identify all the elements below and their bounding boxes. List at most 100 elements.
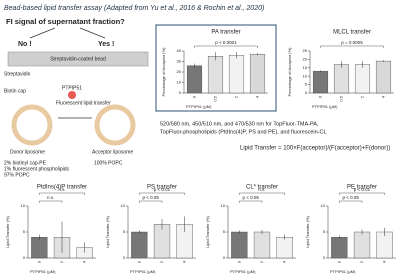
bar: [186, 65, 203, 94]
x-tick-label: 0.5: [339, 95, 344, 101]
bar: [131, 231, 148, 259]
significance-bracket: [139, 200, 163, 203]
chart-title: CL* transfer: [246, 185, 278, 191]
chart-title: MLCL transfer: [333, 30, 371, 36]
bar: [276, 236, 293, 259]
bar: [331, 236, 348, 259]
y-axis-label: Percentage of Acceptor (%): [161, 47, 166, 97]
y-tick-label: 10: [221, 203, 226, 208]
composition: 97% POPC: [4, 172, 30, 178]
arrow: [79, 27, 106, 39]
bar: [333, 64, 350, 94]
x-axis-label: PTPIP51 (μM): [230, 269, 256, 274]
bead-label: Streptavidin-coated bead: [50, 56, 106, 62]
bead: [7, 51, 149, 67]
bar: [253, 231, 271, 259]
y-axis-label: Percentage of Acceptor (%): [287, 47, 292, 97]
donor-liposome: [11, 104, 53, 146]
chart-title: PS transfer: [147, 185, 177, 191]
x-tick-label: 2: [159, 260, 164, 263]
annotation: n.s.: [258, 187, 265, 192]
chart-title: PE transfer: [347, 185, 377, 191]
bar: [312, 70, 329, 94]
y-tick-label: 5: [223, 229, 226, 234]
y-axis-label: Lipid Transfer (%): [105, 216, 110, 248]
y-tick-label: 15: [303, 65, 308, 70]
y-tick-label: 20: [303, 56, 308, 61]
annotation: p < 0.0001: [215, 40, 237, 45]
x-tick-label: 0: [36, 260, 41, 263]
significance-bracket: [339, 192, 385, 195]
y-tick-label: 5: [123, 229, 126, 234]
bar: [249, 53, 266, 94]
significance-bracket: [339, 200, 363, 203]
x-tick-label: 4: [381, 95, 386, 98]
significance-bracket: [39, 200, 63, 203]
x-tick-label: 0: [318, 95, 323, 98]
x-tick-label: 2: [234, 95, 239, 98]
x-tick-label: 0: [336, 260, 341, 263]
x-tick-label: 4: [182, 260, 187, 263]
annotation: p < 0.05: [142, 195, 159, 200]
x-tick-label: 2: [259, 260, 264, 263]
x-tick-label: 2: [59, 260, 64, 263]
y-tick-label: 40: [177, 48, 182, 53]
y-tick-label: 25: [303, 48, 308, 53]
x-axis-label: PTPIP51 (μM): [330, 269, 356, 274]
y-tick-label: 0: [23, 255, 26, 260]
composition: 100% POPC: [94, 160, 123, 166]
x-axis-label: PTPIP51 (μM): [130, 269, 156, 274]
significance-bracket: [139, 192, 185, 195]
x-tick-label: 4: [382, 260, 387, 263]
note: TopFluor-phospholipids (PtdIns(4)P, PS a…: [160, 129, 327, 135]
annotation: p < 0.01: [154, 187, 171, 192]
no-label: No !: [18, 41, 32, 48]
significance-bracket: [39, 192, 85, 195]
x-tick-label: 0: [192, 95, 197, 98]
x-tick-label: 0.5: [213, 95, 218, 101]
significance-bracket: [194, 45, 258, 48]
y-tick-label: 0: [123, 255, 126, 260]
bar: [353, 231, 371, 259]
significance-bracket: [239, 200, 263, 203]
significance-bracket: [239, 192, 285, 195]
bar: [375, 60, 392, 94]
annotation: p < 0.05: [242, 195, 259, 200]
streptavidin-label: Streptavidin: [4, 71, 31, 77]
transfer-label: Fluorescent lipid transfer: [56, 100, 111, 106]
annotation: n.s.: [58, 187, 65, 192]
y-axis-label: Lipid Transfer (%): [205, 216, 210, 248]
x-tick-label: 4: [82, 260, 87, 263]
y-tick-label: 0: [223, 255, 226, 260]
y-axis-label: Lipid Transfer (%): [5, 216, 10, 248]
y-tick-label: 10: [121, 203, 126, 208]
y-tick-label: 5: [323, 229, 326, 234]
y-tick-label: 0: [305, 90, 308, 95]
x-tick-label: 0: [136, 260, 141, 263]
y-tick-label: 10: [321, 203, 326, 208]
y-tick-label: 10: [177, 80, 182, 85]
figure-title: Bead-based lipid transfer assay (Adapted…: [4, 5, 264, 12]
arrow: [29, 27, 56, 39]
protein-label: PTPIP51: [62, 85, 82, 91]
yes-label: Yes !: [98, 41, 114, 48]
highlight-box: [155, 24, 277, 112]
significance-bracket: [320, 45, 384, 48]
composition: 1% fluorescent phospholipids: [4, 166, 70, 172]
y-tick-label: 20: [177, 69, 182, 74]
chart-title: PtdIns(4)P transfer: [37, 185, 87, 191]
composition: 2% biotinyl cap-PE: [4, 160, 47, 166]
y-tick-label: 5: [305, 82, 308, 87]
formula: Lipid Transfer = 100×F(acceptor)/(F(acce…: [240, 146, 390, 152]
x-axis-label: PTPIP51 (μM): [312, 104, 338, 109]
question: FI signal of supernatant fraction?: [6, 17, 125, 26]
y-tick-label: 10: [303, 73, 308, 78]
x-axis-label: PTPIP51 (μM): [30, 269, 56, 274]
protein: [68, 91, 76, 99]
acceptor-label: Acceptor liposome: [92, 149, 133, 155]
bar: [207, 56, 224, 94]
annotation: n.s.: [47, 195, 54, 200]
bar: [354, 64, 371, 94]
y-tick-label: 0: [179, 90, 182, 95]
